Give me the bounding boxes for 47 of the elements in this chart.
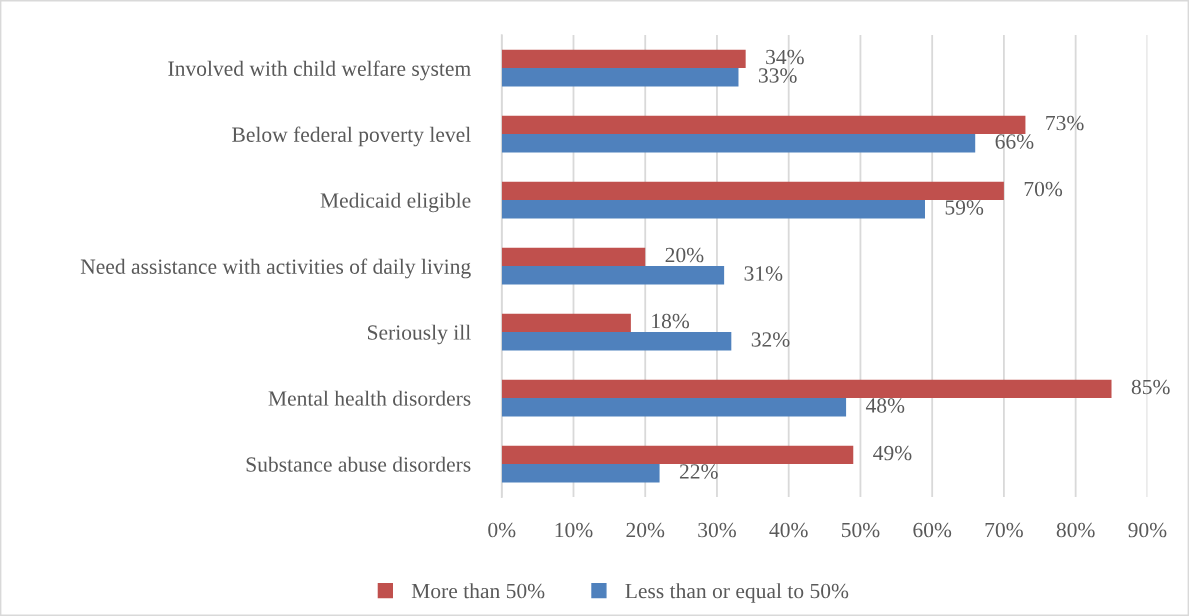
data-label: 70% xyxy=(1024,181,1063,197)
data-label: 66% xyxy=(995,134,1034,149)
x-tick-label: 50% xyxy=(841,522,880,538)
bar xyxy=(501,464,660,483)
y-tick-label: Mental health disorders xyxy=(268,390,471,406)
bar xyxy=(501,115,1026,135)
data-label: 20% xyxy=(665,247,704,263)
data-label: 32% xyxy=(751,332,790,347)
data-label: 22% xyxy=(679,464,718,479)
bar xyxy=(501,379,1112,399)
bar xyxy=(501,200,925,219)
x-tick-label: 70% xyxy=(985,522,1023,538)
x-tick-label: 10% xyxy=(555,522,593,538)
bar xyxy=(501,313,631,333)
y-tick-label: Need assistance with activities of daily living xyxy=(80,258,471,279)
bar xyxy=(501,181,1004,201)
bar xyxy=(501,266,725,285)
x-tick-label: 90% xyxy=(1128,522,1167,538)
bar xyxy=(501,134,976,153)
data-label: 18% xyxy=(652,313,690,329)
x-tick-label: 80% xyxy=(1056,522,1095,538)
legend-label: Less than or equal to 50% xyxy=(625,583,849,603)
x-tick-label: 0% xyxy=(488,522,516,538)
y-tick-label: Seriously ill xyxy=(367,324,471,345)
data-label: 48% xyxy=(865,398,905,413)
y-tick-label: Substance abuse disorders xyxy=(246,456,471,472)
data-label: 73% xyxy=(1046,115,1084,131)
bar xyxy=(501,68,739,87)
x-tick-label: 60% xyxy=(913,522,952,538)
bar xyxy=(501,332,732,351)
bar xyxy=(501,247,646,267)
data-label: 31% xyxy=(744,266,783,281)
x-tick-label: 20% xyxy=(626,522,665,538)
legend-label: More than 50% xyxy=(411,583,545,599)
data-label: 33% xyxy=(758,68,797,83)
y-tick-label: Below federal poverty level xyxy=(232,126,471,147)
data-label: 85% xyxy=(1131,379,1170,395)
data-label: 49% xyxy=(873,445,912,461)
data-label: 59% xyxy=(945,200,984,215)
bar xyxy=(501,398,847,417)
bar xyxy=(501,49,746,69)
data-label: 34% xyxy=(766,49,804,65)
x-tick-label: 40% xyxy=(769,522,808,538)
y-tick-label: Involved with child welfare system xyxy=(168,60,471,81)
x-tick-label: 30% xyxy=(698,522,736,538)
y-tick-label: Medicaid eligible xyxy=(320,192,471,213)
bar xyxy=(501,445,854,465)
